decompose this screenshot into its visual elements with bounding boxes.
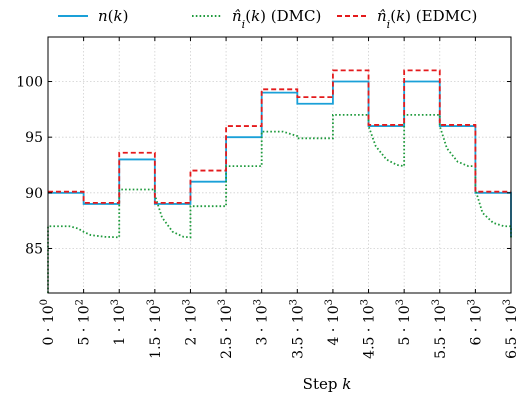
x-tick-label: 2.5 · 103 xyxy=(217,299,235,359)
y-tick-label: 100 xyxy=(16,75,43,91)
x-tick-label: 3.5 · 103 xyxy=(288,299,306,359)
x-tick-label: 5 · 102 xyxy=(75,299,93,345)
legend-label: n(k) xyxy=(98,7,128,25)
legend-label: n̂i(k) (DMC) xyxy=(232,7,321,31)
svg-text:Step k: Step k xyxy=(303,375,352,393)
plot-series xyxy=(47,69,512,293)
x-tick-label: 6.5 · 103 xyxy=(502,299,520,359)
y-tick-label: 90 xyxy=(25,186,43,202)
x-tick-label: 5.5 · 103 xyxy=(431,299,449,359)
x-tick-label: 5 · 103 xyxy=(395,299,413,345)
series-line-1 xyxy=(48,80,512,238)
x-tick-label: 4 · 103 xyxy=(324,299,342,345)
y-tick-label: 95 xyxy=(25,130,43,146)
series-line-2 xyxy=(47,114,512,293)
x-tick-label: 1 · 103 xyxy=(110,299,128,345)
legend: n(k) n̂i(k) (DMC) n̂i(k) (EDMC) xyxy=(58,7,477,31)
x-axis-label-word: Step xyxy=(303,375,343,393)
axis-ticks: 85 90 95 100 0 · 100 5 · 102 1 · 103 1.5 · 103 2… xyxy=(16,37,520,359)
grid xyxy=(47,37,512,293)
legend-label: n̂i(k) (EDMC) xyxy=(377,7,477,31)
x-tick-label: 4.5 · 103 xyxy=(360,299,378,359)
x-tick-label: 0 · 100 xyxy=(39,299,57,345)
x-tick-label: 3 · 103 xyxy=(253,299,271,345)
series-line-3 xyxy=(48,69,511,204)
x-tick-label: 1.5 · 103 xyxy=(146,299,164,359)
x-axis-label: Step k xyxy=(303,375,352,393)
y-tick-label: 85 xyxy=(25,241,43,257)
x-axis-label-var: k xyxy=(342,375,351,393)
x-tick-label: 6 · 103 xyxy=(466,299,484,345)
plot-frame xyxy=(47,36,512,294)
x-tick-label: 2 · 103 xyxy=(181,299,199,345)
